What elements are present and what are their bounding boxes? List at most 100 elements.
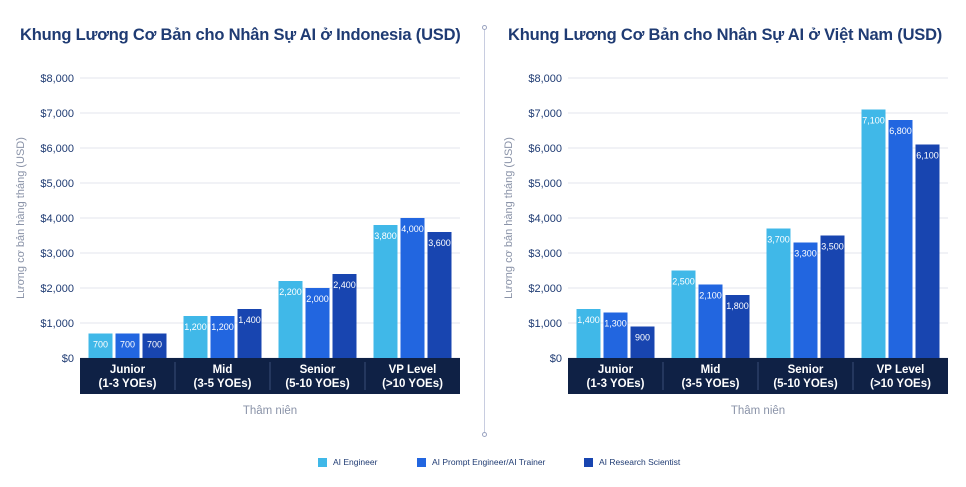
bar (237, 309, 262, 358)
x-tick-label: Junior (110, 364, 146, 376)
x-tick-sublabel: (5-10 YOEs) (285, 378, 350, 390)
y-tick-label: $7,000 (528, 108, 562, 120)
bar (766, 228, 791, 358)
data-label: 2,100 (699, 291, 722, 301)
bar (210, 316, 235, 358)
y-tick-label: $5,000 (528, 178, 562, 190)
bar (88, 333, 113, 358)
bar (278, 281, 303, 358)
chart-divider (484, 28, 485, 434)
data-label: 1,800 (726, 301, 749, 311)
bar (861, 109, 886, 358)
y-tick-label: $0 (550, 353, 562, 365)
x-tick-sublabel: (>10 YOEs) (382, 378, 443, 390)
category-box (663, 358, 758, 394)
data-label: 1,300 (604, 319, 627, 329)
data-label: 2,200 (279, 287, 302, 297)
x-tick-label: Junior (598, 364, 634, 376)
x-tick-label: VP Level (877, 364, 925, 376)
chart-title: Khung Lương Cơ Bản cho Nhân Sự AI ở Indo… (20, 26, 461, 44)
data-label: 3,500 (821, 242, 844, 252)
y-tick-label: $4,000 (528, 213, 562, 225)
data-label: 7,100 (862, 116, 885, 126)
data-label: 1,400 (577, 315, 600, 325)
x-tick-sublabel: (1-3 YOEs) (99, 378, 157, 390)
x-tick-sublabel: (3-5 YOEs) (194, 378, 252, 390)
legend-item-ai-engineer: AI Engineer (318, 457, 377, 467)
data-label: 3,600 (428, 238, 451, 248)
vietnam-chart-plot: $0 $1,000 $2,000 $3,000 $4,000 $5,000 $6,000 $7… (503, 73, 948, 417)
category-box (270, 358, 365, 394)
legend-item-ai-prompt-engineer: AI Prompt Engineer/AI Trainer (417, 457, 545, 467)
data-label: 6,100 (916, 151, 939, 161)
chart-title: Khung Lương Cơ Bản cho Nhân Sự AI ở Việt… (508, 26, 943, 44)
data-label: 3,700 (767, 235, 790, 245)
legend-item-ai-research-scientist: AI Research Scientist (584, 457, 680, 467)
x-tick-sublabel: (5-10 YOEs) (773, 378, 838, 390)
data-label: 6,800 (889, 126, 912, 136)
divider-bottom-dot (482, 432, 487, 437)
data-label: 900 (635, 333, 650, 343)
x-tick-sublabel: (1-3 YOEs) (587, 378, 645, 390)
category-box (758, 358, 853, 394)
category-box (365, 358, 460, 394)
bar (576, 309, 601, 358)
bar (142, 333, 167, 358)
y-tick-label: $1,000 (40, 318, 74, 330)
y-tick-label: $4,000 (40, 213, 74, 225)
y-tick-label: $8,000 (528, 73, 562, 85)
data-label: 700 (147, 340, 162, 350)
data-label: 2,500 (672, 277, 695, 287)
data-label: 1,200 (211, 322, 234, 332)
data-label: 1,200 (184, 322, 207, 332)
legend-label: AI Prompt Engineer/AI Trainer (432, 457, 546, 467)
chart-legend: AI Engineer AI Prompt Engineer/AI Traine… (0, 457, 966, 471)
x-tick-label: Senior (788, 364, 824, 376)
bar (698, 284, 723, 358)
x-tick-label: VP Level (389, 364, 437, 376)
legend-swatch (417, 457, 426, 467)
x-axis-label: Thâm niên (731, 405, 785, 417)
legend-label: AI Engineer (333, 457, 378, 467)
legend-swatch (318, 457, 327, 467)
data-label: 3,800 (374, 231, 397, 241)
legend-swatch (584, 457, 593, 467)
x-tick-label: Mid (701, 364, 721, 376)
category-box (175, 358, 270, 394)
data-label: 2,000 (306, 294, 329, 304)
bar (915, 144, 940, 358)
bar (332, 274, 357, 358)
data-label: 2,400 (333, 280, 356, 290)
bar (373, 225, 398, 358)
y-axis-label: Lương cơ bản hàng tháng (USD) (15, 137, 27, 299)
y-tick-label: $8,000 (40, 73, 74, 85)
category-box (568, 358, 663, 394)
data-label: 700 (93, 340, 108, 350)
bar (305, 288, 330, 358)
y-tick-label: $0 (62, 353, 74, 365)
y-tick-label: $7,000 (40, 108, 74, 120)
bar (630, 326, 655, 358)
divider-top-dot (482, 25, 487, 30)
x-tick-label: Mid (213, 364, 233, 376)
category-box (853, 358, 948, 394)
y-tick-label: $3,000 (528, 248, 562, 260)
y-tick-label: $3,000 (40, 248, 74, 260)
y-tick-label: $6,000 (40, 143, 74, 155)
data-label: 4,000 (401, 224, 424, 234)
x-tick-sublabel: (>10 YOEs) (870, 378, 931, 390)
data-label: 3,300 (794, 249, 817, 259)
indonesia-chart-plot: $0 $1,000 $2,000 $3,000 $4,000 $5,000 $6,000 $7… (15, 73, 460, 417)
bar (427, 232, 452, 358)
vietnam-salary-chart: Khung Lương Cơ Bản cho Nhân Sự AI ở Việt… (488, 0, 966, 487)
data-label: 700 (120, 340, 135, 350)
data-label: 1,400 (238, 315, 261, 325)
y-tick-label: $2,000 (40, 283, 74, 295)
bar (888, 120, 913, 358)
bar (671, 270, 696, 358)
y-tick-label: $2,000 (528, 283, 562, 295)
bar (725, 295, 750, 358)
x-axis-label: Thâm niên (243, 405, 297, 417)
indonesia-salary-chart: Khung Lương Cơ Bản cho Nhân Sự AI ở Indo… (0, 0, 480, 487)
bar (820, 235, 845, 358)
